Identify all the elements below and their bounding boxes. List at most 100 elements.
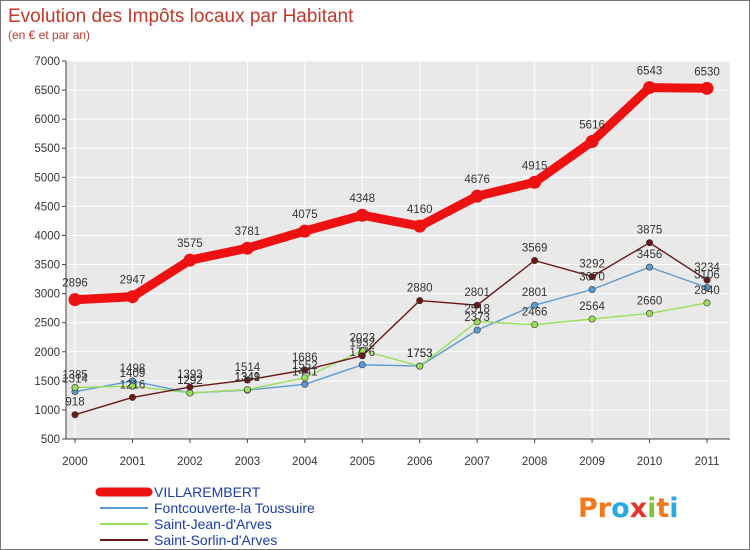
x-tick-label: 2006 bbox=[407, 456, 433, 468]
data-label: 2373 bbox=[464, 312, 490, 324]
data-label: 1753 bbox=[407, 348, 433, 360]
data-label: 4348 bbox=[349, 193, 375, 205]
data-point bbox=[298, 224, 312, 238]
data-point bbox=[416, 297, 424, 305]
data-point bbox=[531, 301, 539, 309]
data-label: 1216 bbox=[120, 379, 146, 391]
data-label: 2023 bbox=[349, 332, 375, 344]
y-tick-label: 500 bbox=[41, 434, 60, 446]
data-label: 2801 bbox=[464, 287, 490, 299]
data-label: 1932 bbox=[349, 338, 375, 350]
data-label: 1753 bbox=[407, 348, 433, 360]
data-label: 1292 bbox=[177, 375, 203, 387]
data-point bbox=[588, 286, 596, 294]
data-label: 2840 bbox=[694, 285, 720, 297]
data-label: 1409 bbox=[120, 368, 146, 380]
data-label: 4915 bbox=[522, 160, 548, 172]
data-label: 2947 bbox=[120, 275, 146, 287]
x-tick-label: 2007 bbox=[464, 456, 490, 468]
data-point bbox=[186, 389, 194, 397]
data-label: 1341 bbox=[235, 372, 261, 384]
y-tick-label: 5500 bbox=[34, 143, 60, 155]
data-point bbox=[528, 175, 542, 189]
data-label: 6543 bbox=[637, 66, 663, 78]
data-point bbox=[128, 382, 136, 390]
x-tick-label: 2009 bbox=[579, 456, 605, 468]
data-label: 1552 bbox=[292, 360, 318, 372]
series-line-2 bbox=[74, 302, 708, 394]
data-label: 6530 bbox=[694, 66, 720, 78]
data-point bbox=[355, 208, 369, 222]
data-label: 4075 bbox=[292, 209, 318, 221]
y-tick-label: 1000 bbox=[34, 405, 60, 417]
data-point bbox=[646, 263, 654, 271]
legend-label: Saint-Jean-d'Arves bbox=[154, 516, 272, 532]
data-label: 1349 bbox=[235, 372, 261, 384]
y-tick-label: 4500 bbox=[34, 201, 60, 213]
data-label: 3456 bbox=[637, 249, 663, 261]
legend-label: Fontcouverte-la Toussuire bbox=[154, 500, 315, 516]
logo-letter: x bbox=[630, 493, 647, 524]
data-point bbox=[71, 384, 79, 392]
data-point bbox=[646, 239, 654, 247]
y-tick-label: 4000 bbox=[34, 230, 60, 242]
data-label: 3575 bbox=[177, 238, 203, 250]
data-label: 1514 bbox=[235, 362, 261, 374]
data-label: 1314 bbox=[62, 374, 88, 386]
data-label: 4160 bbox=[407, 204, 433, 216]
data-point bbox=[125, 290, 139, 304]
data-point bbox=[703, 299, 711, 307]
data-label: 2896 bbox=[62, 278, 88, 290]
data-label: 1776 bbox=[349, 347, 375, 359]
x-tick-label: 2000 bbox=[62, 456, 88, 468]
x-tick-label: 2010 bbox=[637, 456, 663, 468]
data-point bbox=[703, 283, 711, 291]
data-point bbox=[531, 257, 539, 265]
data-point bbox=[531, 321, 539, 329]
y-tick-label: 2000 bbox=[34, 347, 60, 359]
data-label: 3781 bbox=[235, 226, 261, 238]
data-label: 2518 bbox=[464, 304, 490, 316]
data-point bbox=[700, 81, 714, 95]
data-point bbox=[703, 276, 711, 284]
series-line-1 bbox=[74, 266, 708, 394]
logo-letter: P bbox=[578, 493, 598, 524]
logo-letter: i bbox=[647, 493, 656, 524]
chart-title: Evolution des Impôts locaux par Habitant bbox=[8, 6, 354, 27]
data-point bbox=[358, 361, 366, 369]
data-label: 918 bbox=[65, 397, 84, 409]
data-point bbox=[301, 366, 309, 374]
data-point bbox=[643, 81, 657, 95]
data-label: 1441 bbox=[292, 366, 318, 378]
series-line-0 bbox=[70, 83, 712, 305]
y-tick-label: 2500 bbox=[34, 318, 60, 330]
x-tick-label: 2011 bbox=[695, 456, 720, 468]
data-label: 3569 bbox=[522, 243, 548, 255]
data-label: 2564 bbox=[579, 301, 605, 313]
data-point bbox=[413, 219, 427, 233]
data-label: 3070 bbox=[579, 272, 605, 284]
data-point bbox=[588, 273, 596, 281]
x-tick-label: 2004 bbox=[292, 456, 318, 468]
data-label: 1385 bbox=[62, 370, 88, 382]
data-point bbox=[183, 253, 197, 267]
data-point bbox=[301, 374, 309, 382]
data-point bbox=[128, 393, 136, 401]
series-line-3 bbox=[74, 242, 708, 416]
data-point bbox=[71, 411, 79, 419]
data-label: 2466 bbox=[522, 307, 548, 319]
legend-label: VILLAREMBERT bbox=[154, 484, 261, 500]
data-label: 3875 bbox=[637, 225, 663, 237]
data-label: 2880 bbox=[407, 283, 433, 295]
data-label: 5616 bbox=[579, 119, 605, 131]
logo-letter: o bbox=[611, 493, 630, 524]
y-tick-label: 7000 bbox=[34, 56, 60, 68]
chart-subtitle: (en € et par an) bbox=[8, 28, 90, 42]
data-point bbox=[358, 352, 366, 360]
x-tick-label: 2003 bbox=[235, 456, 261, 468]
y-tick-label: 6000 bbox=[34, 114, 60, 126]
data-point bbox=[588, 315, 596, 323]
data-point bbox=[68, 293, 82, 307]
